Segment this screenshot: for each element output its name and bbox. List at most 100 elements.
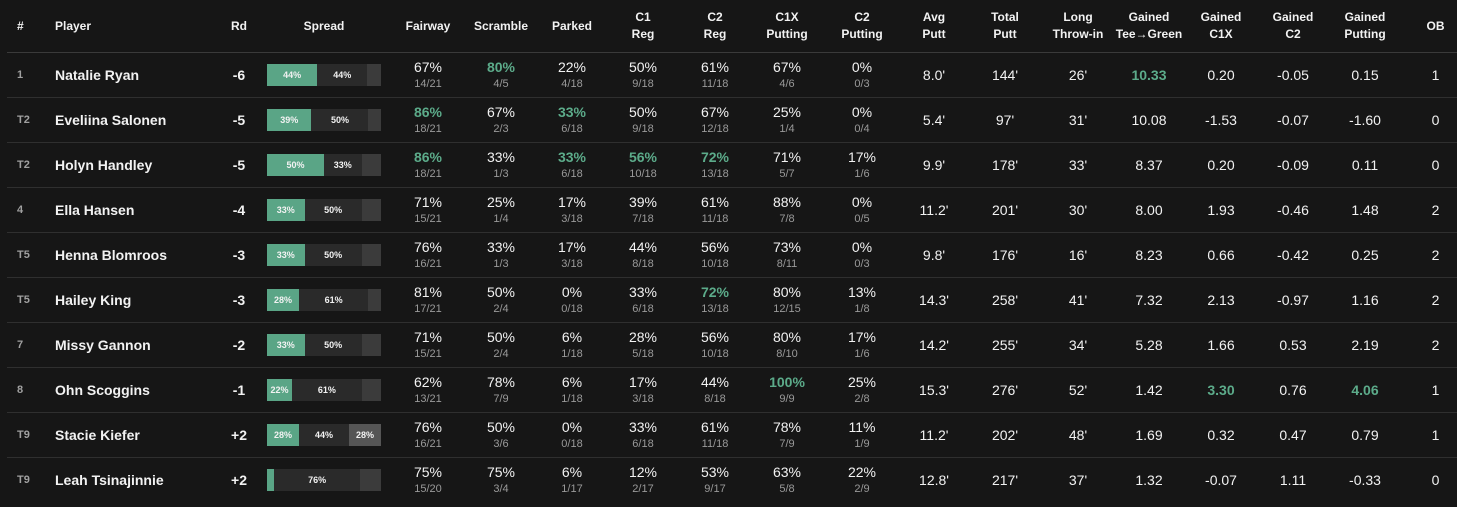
long-throw-in: 48': [1068, 427, 1088, 443]
table-row[interactable]: T9 Stacie Kiefer +2 28% 44% 28% 76% 16/21 50% 3/6…: [7, 413, 1457, 458]
column-header-avg-putt[interactable]: Avg Putt: [901, 0, 967, 53]
stat-fraction: 10/18: [701, 258, 729, 270]
ob-count: 0: [1431, 157, 1440, 173]
stat-fraction: 14/21: [414, 78, 442, 90]
player-name[interactable]: Stacie Kiefer: [55, 427, 140, 443]
gained-c2: -0.09: [1277, 157, 1309, 173]
total-putt: 258': [991, 292, 1019, 308]
stat-value: 0%: [851, 239, 873, 255]
stat-fraction: 15/21: [414, 213, 442, 225]
stat-value: 56%: [700, 329, 730, 345]
column-header-fairway[interactable]: Fairway: [391, 0, 465, 53]
table-row[interactable]: T2 Eveliina Salonen -5 39% 50% 86% 18/21 67% 2/3…: [7, 98, 1457, 143]
stat-value: 88%: [772, 194, 802, 210]
gained-c2: -0.07: [1277, 112, 1309, 128]
column-header-long-throw-in[interactable]: Long Throw-in: [1043, 0, 1113, 53]
player-name[interactable]: Hailey King: [55, 292, 132, 308]
gained-c1x: 2.13: [1207, 292, 1235, 308]
gained-c2: -0.46: [1277, 202, 1309, 218]
table-row[interactable]: 4 Ella Hansen -4 33% 50% 71% 15/21 25% 1/4 17% 3/1…: [7, 188, 1457, 233]
stat-value: 13%: [847, 284, 877, 300]
table-row[interactable]: 7 Missy Gannon -2 33% 50% 71% 15/21 50% 2/4 6% 1/1…: [7, 323, 1457, 368]
player-name[interactable]: Henna Blomroos: [55, 247, 168, 263]
stat-parked: 0% 0/18: [537, 278, 607, 323]
column-header-ob[interactable]: OB: [1401, 0, 1457, 53]
column-header-parked[interactable]: Parked: [537, 0, 607, 53]
column-header-c1x-putting[interactable]: C1X Putting: [751, 0, 823, 53]
stat-value: 53%: [700, 464, 730, 481]
player-name[interactable]: Leah Tsinajinnie: [55, 472, 164, 489]
stat-parked: 0% 0/18: [537, 413, 607, 458]
stat-fraction: 0/18: [561, 303, 583, 315]
player-name[interactable]: Ella Hansen: [55, 202, 135, 218]
gained-c2: -0.05: [1277, 67, 1309, 83]
player-name[interactable]: Holyn Handley: [55, 157, 153, 173]
spread-bar: 22% 61%: [267, 379, 381, 401]
gained-c2: -0.97: [1277, 292, 1309, 308]
player-name[interactable]: Natalie Ryan: [55, 67, 140, 83]
spread-segment-birdie: 28%: [267, 424, 299, 446]
column-header-label: Gained: [1344, 10, 1386, 24]
stat-value: 17%: [847, 329, 877, 345]
stat-c1x-putting: 73% 8/11: [751, 233, 823, 278]
column-header-num[interactable]: #: [7, 0, 31, 53]
spread-bar: 44% 44%: [267, 64, 381, 86]
column-header-c1-reg[interactable]: C1 Reg: [607, 0, 679, 53]
spread-cell: 28% 44% 28%: [257, 413, 391, 458]
stat-c1-reg: 50% 9/18: [607, 98, 679, 143]
stat-fraction: 1/6: [854, 168, 870, 180]
column-header-label: Tee→Green: [1115, 27, 1183, 41]
table-row[interactable]: T9 Leah Tsinajinnie +2 76% 75% 15/20 75% 3/4 6% 1…: [7, 458, 1457, 503]
stat-parked: 22% 4/18: [537, 53, 607, 98]
stat-value: 0%: [851, 59, 873, 75]
table-row[interactable]: T5 Henna Blomroos -3 33% 50% 76% 16/21 33% 1/3 17…: [7, 233, 1457, 278]
stat-fraction: 0/18: [561, 438, 583, 450]
table-row[interactable]: 8 Ohn Scoggins -1 22% 61% 62% 13/21 78% 7/9 6% 1/1…: [7, 368, 1457, 413]
player-name[interactable]: Eveliina Salonen: [55, 112, 167, 128]
stat-fraction: 3/18: [632, 393, 654, 405]
spread-segment-birdie: [267, 469, 274, 492]
column-header-rd[interactable]: Rd: [221, 0, 257, 53]
stat-value: 17%: [557, 194, 587, 210]
column-header-spread[interactable]: Spread: [257, 0, 391, 53]
stat-c2-reg: 53% 9/17: [679, 458, 751, 503]
column-header-gained-c2[interactable]: Gained C2: [1257, 0, 1329, 53]
long-throw-in: 31': [1068, 112, 1088, 128]
gained-tee-green: 10.33: [1131, 67, 1167, 83]
stat-value: 6%: [561, 464, 583, 481]
spread-segment-par: 50%: [304, 244, 362, 266]
gained-tee-green: 1.69: [1135, 427, 1163, 443]
avg-putt: 15.3': [919, 382, 949, 398]
stat-fairway: 75% 15/20: [391, 458, 465, 503]
player-name[interactable]: Missy Gannon: [55, 337, 151, 353]
column-header-player[interactable]: Player: [31, 0, 221, 53]
column-header-label: Reg: [631, 27, 655, 41]
column-header-c2-putting[interactable]: C2 Putting: [823, 0, 901, 53]
column-header-gained-c1x[interactable]: Gained C1X: [1185, 0, 1257, 53]
stat-value: 17%: [628, 374, 658, 390]
table-row[interactable]: T2 Holyn Handley -5 50% 33% 86% 18/21 33% 1/3 33%…: [7, 143, 1457, 188]
avg-putt: 14.3': [919, 292, 949, 308]
table-row[interactable]: 1 Natalie Ryan -6 44% 44% 67% 14/21 80% 4/5 22% 4/…: [7, 53, 1457, 98]
gained-c1x: 0.20: [1207, 157, 1235, 173]
position-cell: T5: [17, 294, 30, 306]
gained-tee-green: 1.32: [1135, 472, 1163, 489]
column-header-total-putt[interactable]: Total Putt: [967, 0, 1043, 53]
column-header-label: Gained: [1272, 10, 1314, 24]
table-row[interactable]: T5 Hailey King -3 28% 61% 81% 17/21 50% 2/4 0% 0/1…: [7, 278, 1457, 323]
player-name[interactable]: Ohn Scoggins: [55, 382, 150, 398]
ob-count: 0: [1431, 472, 1440, 489]
column-header-gained-tee-green[interactable]: Gained Tee→Green: [1113, 0, 1185, 53]
spread-segment-birdie: 50%: [267, 154, 324, 176]
stat-fraction: 11/18: [701, 213, 729, 225]
stat-c1x-putting: 80% 8/10: [751, 323, 823, 368]
stat-c2-putting: 0% 0/4: [823, 98, 901, 143]
stat-fraction: 18/21: [414, 123, 442, 135]
column-header-scramble[interactable]: Scramble: [465, 0, 537, 53]
column-header-gained-putting[interactable]: Gained Putting: [1329, 0, 1401, 53]
stat-c2-reg: 72% 13/18: [679, 143, 751, 188]
gained-putting: 0.11: [1351, 157, 1379, 173]
spread-cell: 22% 61%: [257, 368, 391, 413]
stat-fraction: 10/18: [629, 168, 657, 180]
column-header-c2-reg[interactable]: C2 Reg: [679, 0, 751, 53]
